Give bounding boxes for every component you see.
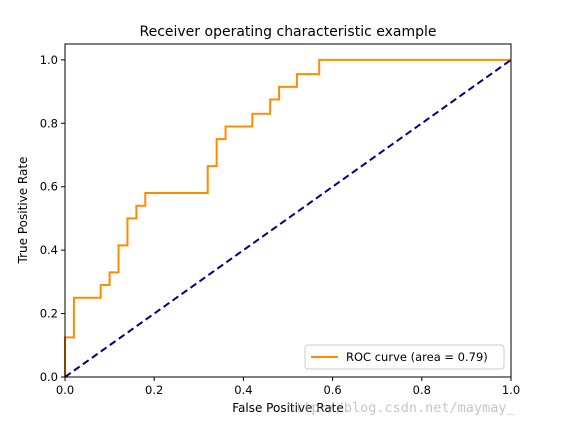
plot-area (65, 44, 511, 377)
x-axis-label: False Positive Rate (232, 401, 344, 415)
x-tick-label: 0.2 (145, 383, 163, 397)
x-tick-label: 1.0 (502, 383, 520, 397)
chart-title: Receiver operating characteristic exampl… (139, 24, 436, 40)
x-tick-label: 0.6 (323, 383, 341, 397)
x-tick-label: 0.4 (234, 383, 252, 397)
chance-diagonal-line (64, 59, 512, 378)
legend-box (304, 344, 505, 370)
y-tick-label: 0.6 (40, 180, 58, 194)
roc-curve-line (64, 58, 511, 377)
x-tick-label: 0.0 (56, 383, 74, 397)
tick-layer: 0.0 0.2 0.4 0.6 0.8 1.0 0.0 0.2 0.4 0.6 0.8 1.0 (40, 53, 520, 397)
y-axis-label: True Positive Rate (16, 157, 30, 265)
y-tick-label: 0.2 (40, 307, 58, 321)
y-tick-label: 0.0 (40, 370, 58, 384)
series-layer (64, 58, 512, 378)
legend-label-roc: ROC curve (area = 0.79) (346, 350, 488, 364)
y-tick-label: 1.0 (40, 53, 58, 67)
legend: ROC curve (area = 0.79) (304, 344, 505, 370)
watermark: http://blog.csdn.net/maymay_ (287, 400, 515, 416)
y-tick-label: 0.8 (40, 116, 58, 130)
y-tick-label: 0.4 (40, 243, 58, 257)
plot-frame (64, 43, 512, 378)
x-tick-label: 0.8 (413, 383, 431, 397)
